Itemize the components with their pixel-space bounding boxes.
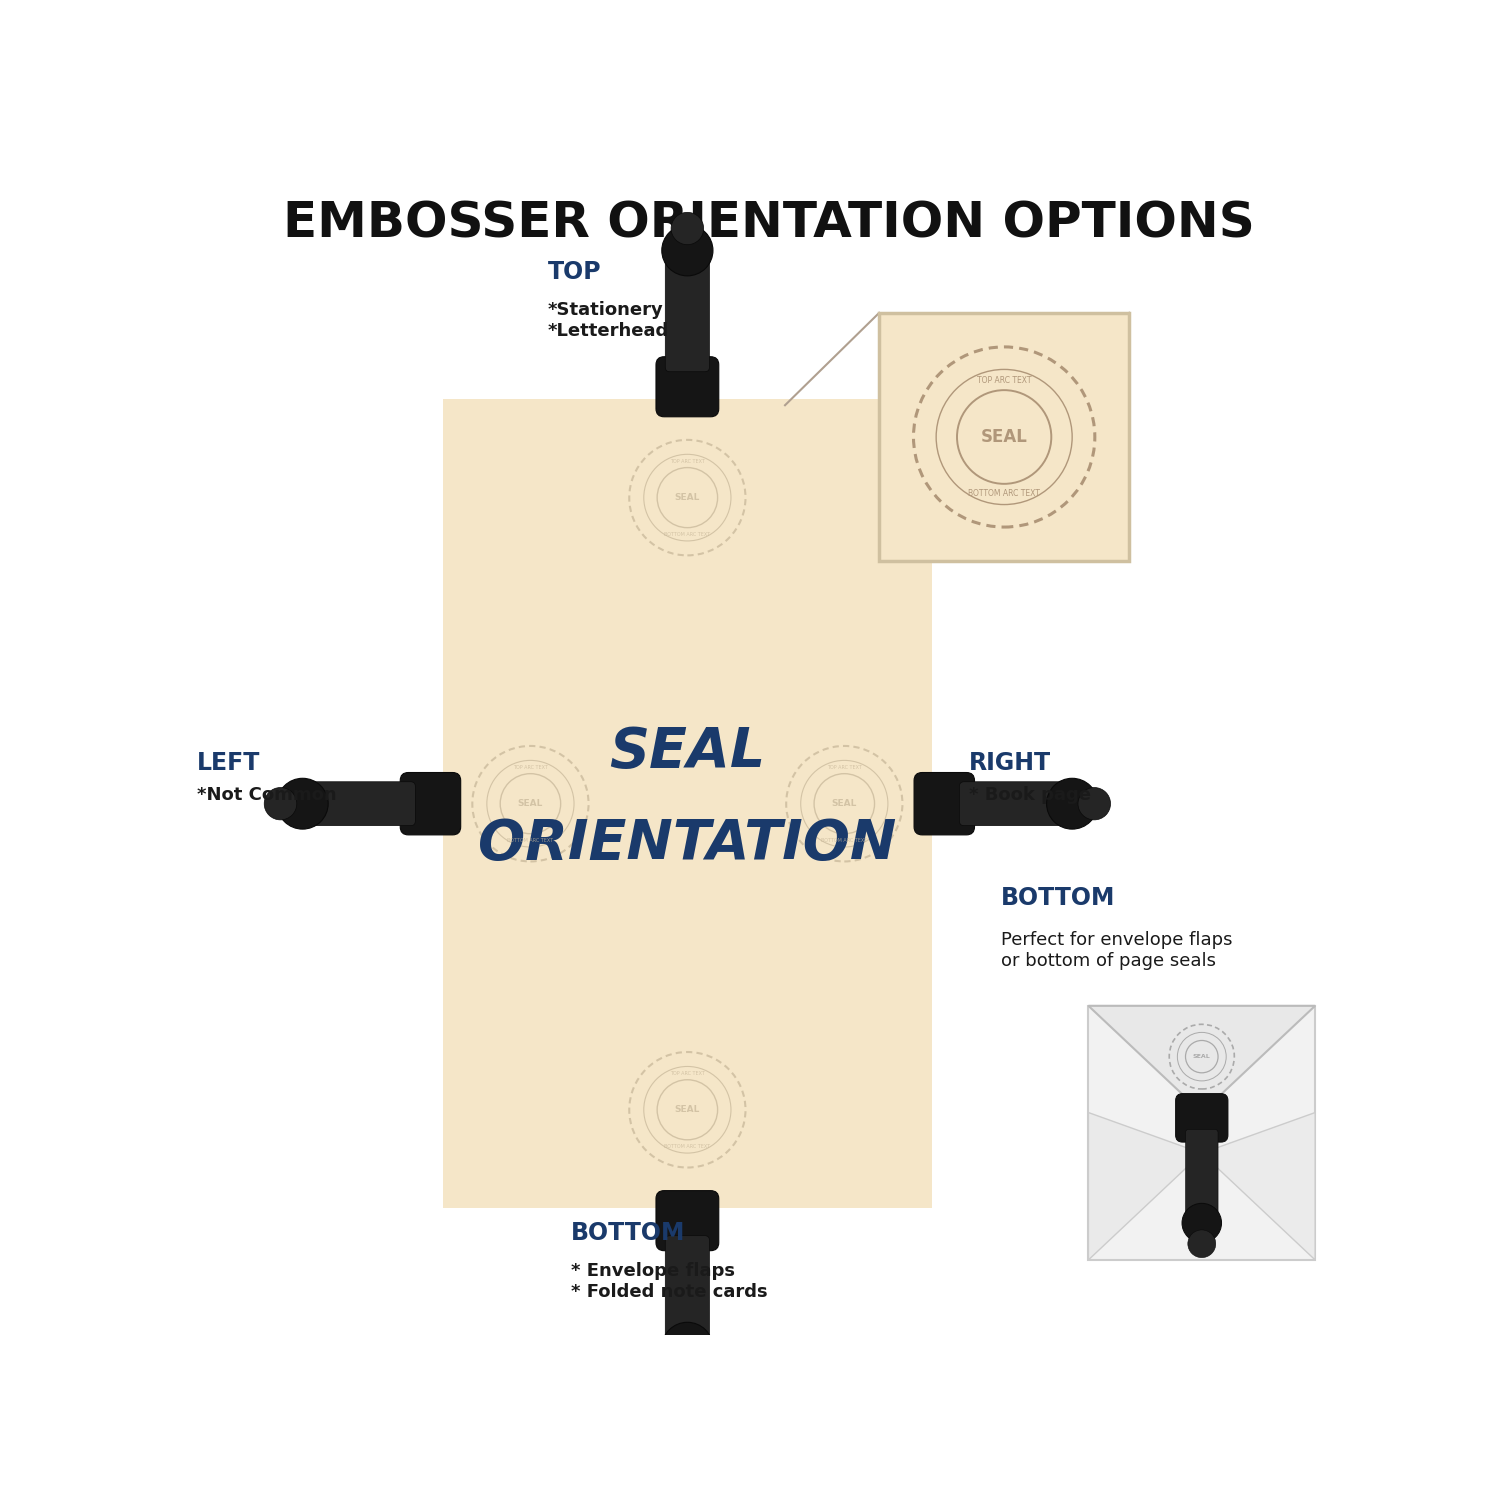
FancyBboxPatch shape: [656, 1191, 718, 1251]
Text: TOP ARC TEXT: TOP ARC TEXT: [670, 459, 705, 464]
FancyBboxPatch shape: [960, 782, 1078, 825]
FancyBboxPatch shape: [656, 357, 718, 417]
Text: TOP ARC TEXT: TOP ARC TEXT: [976, 375, 1032, 384]
FancyBboxPatch shape: [666, 1236, 710, 1354]
Text: SEAL: SEAL: [518, 800, 543, 808]
Text: SEAL: SEAL: [831, 800, 856, 808]
Text: *Stationery
*Letterhead: *Stationery *Letterhead: [548, 302, 669, 340]
Text: SEAL: SEAL: [609, 724, 765, 778]
Text: SEAL: SEAL: [981, 427, 1028, 445]
FancyBboxPatch shape: [666, 254, 710, 372]
Circle shape: [662, 1323, 712, 1372]
Circle shape: [670, 1358, 704, 1389]
Polygon shape: [1089, 1007, 1316, 1113]
Text: Perfect for envelope flaps
or bottom of page seals: Perfect for envelope flaps or bottom of …: [1002, 930, 1233, 969]
Text: BOTTOM ARC TEXT: BOTTOM ARC TEXT: [507, 837, 554, 843]
Text: BOTTOM ARC TEXT: BOTTOM ARC TEXT: [968, 489, 1040, 498]
Text: ORIENTATION: ORIENTATION: [478, 818, 897, 872]
Text: * Book page: * Book page: [969, 786, 1090, 804]
FancyBboxPatch shape: [879, 314, 1130, 561]
Text: TOP ARC TEXT: TOP ARC TEXT: [670, 1071, 705, 1076]
Circle shape: [662, 225, 712, 276]
FancyBboxPatch shape: [296, 782, 416, 825]
Text: TOP: TOP: [548, 261, 602, 285]
Text: BOTTOM: BOTTOM: [572, 1221, 686, 1245]
Text: *Not Common: *Not Common: [196, 786, 336, 804]
Circle shape: [670, 213, 704, 244]
Text: TOP ARC TEXT: TOP ARC TEXT: [827, 765, 861, 770]
Text: SEAL: SEAL: [1192, 1054, 1210, 1059]
Circle shape: [1047, 778, 1098, 830]
Circle shape: [278, 778, 328, 830]
Polygon shape: [1202, 1113, 1316, 1260]
Text: TOP ARC TEXT: TOP ARC TEXT: [513, 765, 548, 770]
Text: BOTTOM ARC TEXT: BOTTOM ARC TEXT: [822, 837, 867, 843]
Circle shape: [264, 788, 297, 820]
FancyBboxPatch shape: [444, 399, 932, 1208]
FancyBboxPatch shape: [1185, 1130, 1218, 1228]
FancyBboxPatch shape: [400, 772, 460, 836]
FancyBboxPatch shape: [1089, 1007, 1316, 1260]
Circle shape: [1182, 1203, 1221, 1242]
Polygon shape: [1089, 1113, 1202, 1260]
FancyBboxPatch shape: [1176, 1094, 1228, 1142]
Text: * Envelope flaps
* Folded note cards: * Envelope flaps * Folded note cards: [572, 1262, 768, 1300]
Circle shape: [1078, 788, 1110, 820]
Text: RIGHT: RIGHT: [969, 752, 1052, 776]
Text: SEAL: SEAL: [675, 1106, 700, 1114]
Text: BOTTOM ARC TEXT: BOTTOM ARC TEXT: [664, 531, 711, 537]
FancyBboxPatch shape: [914, 772, 975, 836]
Text: BOTTOM ARC TEXT: BOTTOM ARC TEXT: [664, 1143, 711, 1149]
Circle shape: [1188, 1230, 1215, 1257]
Text: EMBOSSER ORIENTATION OPTIONS: EMBOSSER ORIENTATION OPTIONS: [284, 200, 1254, 248]
Text: LEFT: LEFT: [196, 752, 260, 776]
Text: SEAL: SEAL: [675, 494, 700, 502]
Text: BOTTOM: BOTTOM: [1002, 886, 1116, 910]
